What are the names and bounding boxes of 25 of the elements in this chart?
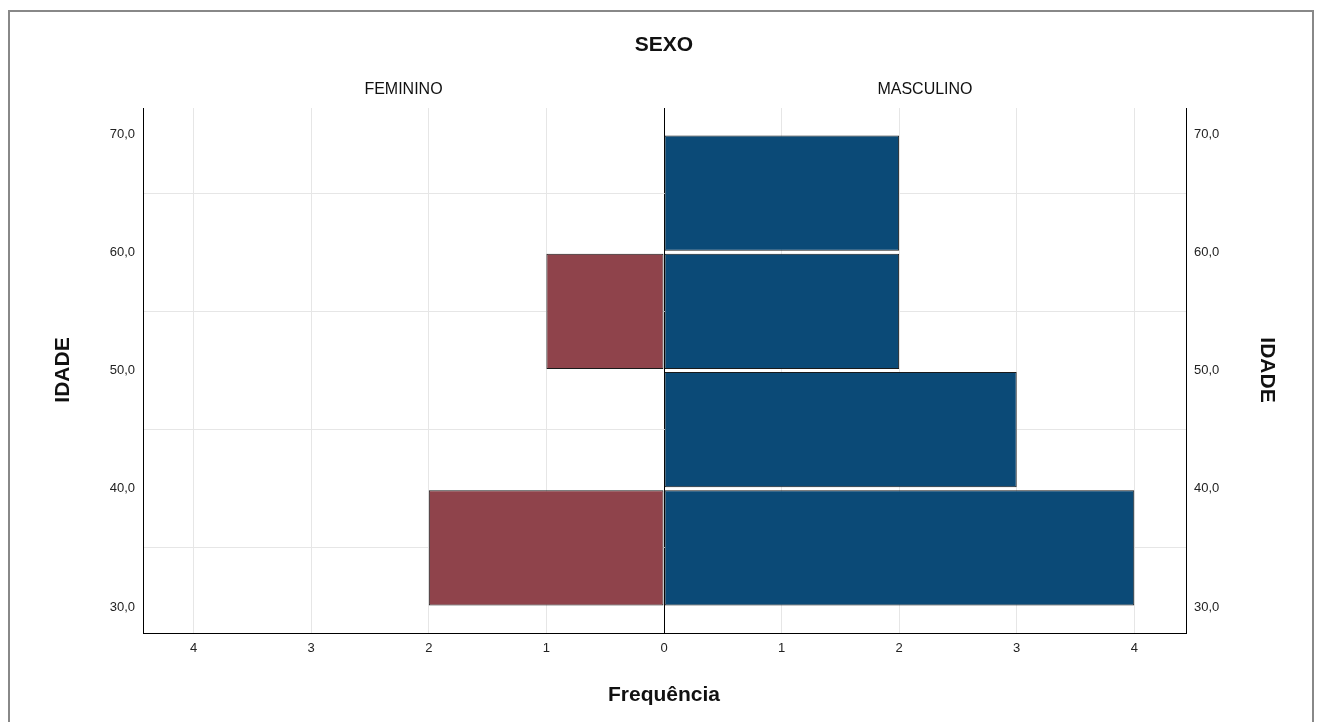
x-tick-label: 2 [425, 640, 433, 656]
x-tick-label: 1 [777, 640, 786, 656]
y-tick-label: 40,0 [1194, 480, 1220, 496]
y-tick-label: 60,0 [109, 243, 135, 259]
y-tick-label: 60,0 [1194, 243, 1220, 259]
y-tick-label: 50,0 [109, 362, 135, 378]
x-tick-label: 0 [660, 640, 668, 656]
x-tick-label: 2 [895, 640, 903, 656]
y-tick-label: 70,0 [109, 125, 135, 141]
y-tick-label: 40,0 [109, 480, 135, 496]
x-tick-label: 3 [307, 640, 315, 656]
chart-subtitle: MASCULINO [877, 80, 973, 98]
y-axis-title: IDADE [1256, 337, 1280, 403]
y-tick-label: 30,0 [109, 598, 135, 614]
chart-subtitle: FEMININO [364, 80, 443, 98]
y-tick-label: 30,0 [1194, 598, 1220, 614]
x-tick-label: 1 [542, 640, 551, 656]
x-tick-label: 3 [1013, 640, 1021, 656]
y-tick-label: 70,0 [1194, 125, 1220, 141]
x-tick-label: 4 [189, 640, 198, 656]
x-axis-title: Frequência [607, 682, 721, 706]
y-axis-title: IDADE [50, 337, 74, 403]
y-tick-label: 50,0 [1194, 362, 1220, 378]
x-tick-label: 4 [1130, 640, 1138, 656]
chart-title: SEXO [634, 32, 694, 56]
